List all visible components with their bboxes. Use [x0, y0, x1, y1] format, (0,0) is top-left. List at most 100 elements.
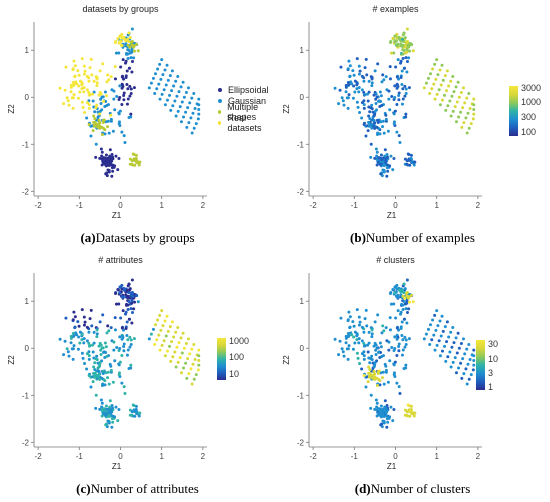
data-point [192, 377, 196, 381]
data-point [120, 75, 124, 79]
data-point [403, 94, 407, 98]
data-point [405, 59, 409, 63]
data-point [163, 103, 167, 107]
data-point [465, 347, 469, 351]
data-point [405, 162, 409, 166]
data-point [397, 342, 401, 346]
data-point [439, 334, 443, 338]
data-point [99, 398, 103, 402]
data-point [179, 85, 183, 89]
data-point [461, 106, 465, 110]
data-point [80, 338, 84, 342]
data-point [174, 330, 178, 334]
data-point [132, 337, 136, 341]
data-point [95, 354, 99, 358]
data-point [443, 93, 447, 97]
data-point [388, 108, 392, 112]
data-point [380, 103, 384, 107]
data-point [401, 303, 405, 307]
data-point [472, 107, 476, 111]
data-point [108, 148, 112, 152]
data-point [67, 103, 71, 107]
data-point [433, 313, 437, 317]
data-point [100, 154, 104, 158]
data-point [162, 339, 166, 343]
panel-d: # clusters -2 -1 0 1 2 -2 -1 0 1 Z1 Z2 30 10 3 1 (d… [275, 251, 550, 502]
data-point [346, 318, 350, 322]
data-point [373, 112, 377, 116]
data-point [87, 357, 91, 361]
data-point [383, 163, 387, 167]
data-point [170, 320, 174, 324]
data-point [456, 331, 460, 335]
data-point [67, 354, 71, 358]
data-point [130, 27, 134, 31]
data-point [93, 374, 97, 378]
data-point [395, 381, 399, 385]
data-point [455, 100, 459, 104]
data-point [392, 120, 396, 124]
data-point [117, 407, 121, 411]
data-point [105, 354, 109, 358]
data-point [370, 77, 374, 81]
data-point [440, 98, 444, 102]
data-point [463, 101, 467, 105]
y-tick-label: -2 [297, 438, 305, 447]
data-point [393, 109, 397, 113]
data-point [197, 358, 201, 362]
data-point [128, 345, 132, 349]
data-point [385, 166, 389, 170]
data-point [125, 82, 129, 86]
data-point [100, 414, 104, 418]
data-point [338, 88, 342, 92]
data-point [129, 338, 133, 342]
data-point [129, 56, 133, 60]
data-point [192, 126, 196, 130]
data-point [457, 346, 461, 350]
data-point [395, 295, 399, 299]
data-point [163, 68, 167, 72]
data-point [112, 340, 116, 344]
y-axis-label: Z2 [282, 104, 291, 114]
data-point [188, 101, 192, 105]
data-point [111, 169, 115, 173]
data-point [411, 300, 415, 304]
data-point [367, 365, 371, 369]
data-point [134, 293, 138, 297]
data-point [95, 332, 99, 336]
data-point [189, 116, 193, 120]
legend: Ellipsoidal Gaussian Multiple shapes Rea… [214, 84, 275, 133]
data-point [73, 325, 77, 329]
data-point [94, 357, 98, 361]
data-point [397, 385, 401, 389]
data-point [181, 80, 185, 84]
data-point [118, 84, 122, 88]
data-point [405, 410, 409, 414]
x-tick-label: 2 [201, 452, 206, 461]
data-point [130, 159, 134, 163]
data-point [372, 369, 376, 373]
data-point [395, 75, 399, 79]
data-point [373, 110, 377, 114]
data-point [398, 141, 402, 145]
data-point [190, 347, 194, 351]
panel-c: # attributes -2 -1 0 1 2 -2 -1 0 1 Z1 Z2 1000 100 1… [0, 251, 275, 502]
y-tick-label: -2 [22, 187, 30, 196]
data-point [194, 373, 198, 377]
data-point [368, 117, 372, 121]
data-point [106, 156, 110, 160]
colorbar [509, 86, 518, 136]
data-point [370, 332, 374, 336]
data-point [75, 333, 79, 337]
data-point [129, 366, 133, 370]
data-point [375, 125, 379, 129]
data-point [104, 345, 108, 349]
data-point [192, 91, 196, 95]
data-point [432, 333, 436, 337]
data-point [445, 320, 449, 324]
data-point [383, 399, 387, 403]
data-point [87, 123, 91, 127]
data-point [357, 315, 361, 319]
data-point [64, 316, 68, 320]
data-point [126, 97, 130, 101]
